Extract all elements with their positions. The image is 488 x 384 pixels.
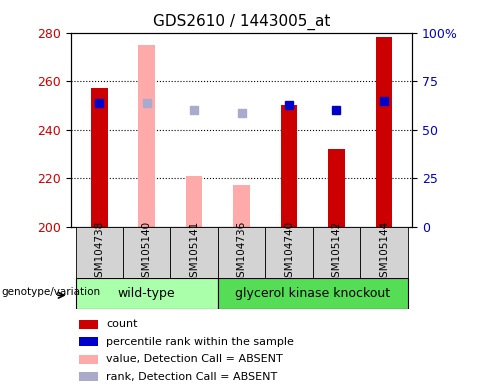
Text: genotype/variation: genotype/variation — [1, 287, 101, 297]
Bar — [79, 355, 98, 364]
Bar — [186, 175, 203, 227]
Bar — [170, 227, 218, 278]
Text: GSM105140: GSM105140 — [142, 221, 152, 284]
Bar — [218, 278, 407, 309]
Bar — [123, 33, 170, 227]
Bar — [313, 33, 360, 227]
Bar — [265, 227, 313, 278]
Bar — [265, 33, 313, 227]
Text: count: count — [106, 319, 138, 329]
Bar — [76, 278, 218, 309]
Bar — [328, 149, 345, 227]
Text: value, Detection Call = ABSENT: value, Detection Call = ABSENT — [106, 354, 283, 364]
Text: percentile rank within the sample: percentile rank within the sample — [106, 337, 294, 347]
Text: glycerol kinase knockout: glycerol kinase knockout — [235, 287, 390, 300]
Text: rank, Detection Call = ABSENT: rank, Detection Call = ABSENT — [106, 372, 277, 382]
Text: GSM105141: GSM105141 — [189, 221, 199, 284]
Title: GDS2610 / 1443005_at: GDS2610 / 1443005_at — [153, 14, 330, 30]
Bar — [170, 33, 218, 227]
Bar — [91, 88, 107, 227]
Bar — [123, 227, 170, 278]
Text: GSM104738: GSM104738 — [94, 221, 104, 284]
Bar — [313, 227, 360, 278]
Text: GSM105144: GSM105144 — [379, 221, 389, 284]
Bar — [233, 185, 250, 227]
Bar — [218, 227, 265, 278]
Bar — [79, 337, 98, 346]
Bar — [360, 33, 407, 227]
Bar — [79, 320, 98, 329]
Text: wild-type: wild-type — [118, 287, 176, 300]
Text: GSM104740: GSM104740 — [284, 221, 294, 284]
Bar — [76, 33, 123, 227]
Text: GSM104736: GSM104736 — [237, 221, 246, 284]
Bar — [376, 38, 392, 227]
Bar — [76, 227, 123, 278]
Bar — [281, 105, 297, 227]
Bar — [139, 45, 155, 227]
Bar — [360, 227, 407, 278]
Bar — [79, 372, 98, 381]
Bar — [218, 33, 265, 227]
Text: GSM105142: GSM105142 — [331, 221, 342, 284]
